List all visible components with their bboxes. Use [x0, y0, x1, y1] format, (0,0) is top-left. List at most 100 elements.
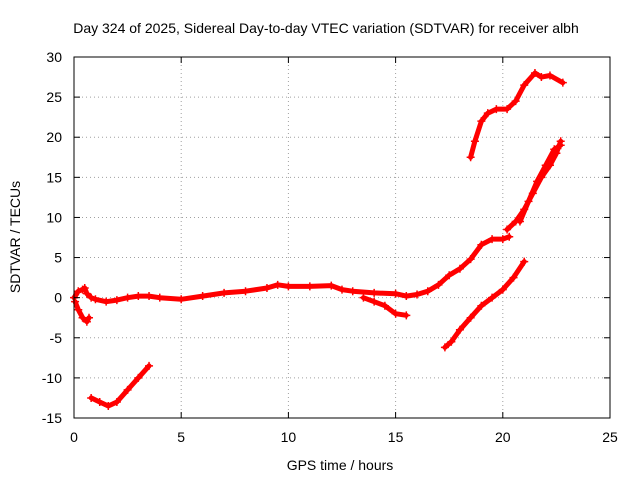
- data-point: [74, 287, 83, 296]
- data-point: [466, 255, 475, 264]
- data-point: [338, 285, 346, 294]
- data-point: [483, 109, 492, 118]
- data-point: [498, 235, 507, 244]
- y-tick-label: 5: [54, 250, 62, 266]
- axis-ticks: 0 5 10 15 20 25 -15 -10 -5 0 5 10 15 20 25 30: [42, 49, 618, 445]
- y-tick-label: 25: [46, 89, 62, 105]
- x-tick-label: 10: [281, 429, 297, 445]
- x-tick-label: 25: [602, 429, 618, 445]
- series-track-high: [466, 69, 567, 162]
- series-track-rise-b: [515, 141, 565, 226]
- data-point: [503, 105, 512, 114]
- data-point: [455, 264, 464, 273]
- data-point: [488, 293, 497, 302]
- data-point: [413, 290, 422, 299]
- data-point: [558, 78, 567, 87]
- data-point: [537, 73, 546, 82]
- grid: [74, 57, 610, 418]
- series-track-main: [70, 232, 514, 306]
- data-point: [104, 401, 113, 410]
- data-point: [123, 293, 132, 302]
- data-point: [498, 285, 507, 294]
- data-point: [85, 313, 94, 322]
- x-tick-label: 15: [388, 429, 404, 445]
- data-point: [541, 161, 550, 170]
- data-point: [305, 282, 314, 291]
- data-point: [241, 287, 250, 296]
- data-point: [112, 296, 121, 305]
- y-tick-label: -15: [42, 410, 62, 426]
- data-point: [440, 343, 449, 352]
- data-point: [402, 311, 411, 320]
- data-point: [348, 287, 357, 296]
- y-tick-label: 10: [46, 209, 62, 225]
- data-point: [220, 288, 229, 297]
- data-point: [391, 289, 400, 298]
- y-tick-label: -5: [50, 330, 63, 346]
- data-point: [445, 271, 454, 280]
- data-point: [455, 325, 464, 334]
- data-point: [87, 293, 96, 302]
- data-point: [503, 225, 512, 234]
- data-point: [134, 292, 143, 301]
- data-point: [423, 287, 432, 296]
- series-track-mid-dip: [359, 293, 411, 320]
- data-point: [177, 295, 186, 304]
- data-point: [556, 141, 565, 150]
- chart-title: Day 324 of 2025, Sidereal Day-to-day VTE…: [73, 20, 579, 36]
- data-point: [284, 282, 293, 291]
- data-point: [95, 397, 104, 406]
- y-tick-label: 15: [46, 169, 62, 185]
- series-track-rising-low: [440, 257, 529, 352]
- data-point: [477, 117, 486, 126]
- data-point: [370, 288, 379, 297]
- data-point: [470, 137, 479, 146]
- data-point: [359, 293, 368, 302]
- plot-frame: [73, 56, 611, 419]
- data-point: [466, 313, 475, 322]
- data-point: [327, 281, 336, 290]
- series-track-low: [87, 361, 154, 410]
- data-point: [402, 292, 411, 301]
- data-point: [71, 297, 80, 306]
- data-point: [515, 217, 524, 226]
- data-point: [550, 145, 559, 154]
- data-point: [492, 105, 501, 114]
- data-point: [82, 317, 91, 326]
- data-point: [530, 69, 539, 78]
- data-point: [488, 235, 497, 244]
- y-tick-label: 30: [46, 49, 62, 65]
- data-point: [545, 71, 554, 80]
- y-tick-label: -10: [42, 370, 62, 386]
- data-point: [477, 240, 486, 249]
- x-tick-label: 5: [177, 429, 185, 445]
- data-point: [511, 97, 520, 106]
- data-point: [520, 257, 529, 266]
- y-tick-label: 20: [46, 129, 62, 145]
- y-tick-label: 0: [54, 290, 62, 306]
- data-point: [74, 305, 83, 314]
- data-point: [262, 284, 271, 293]
- data-point: [434, 280, 443, 289]
- data-point: [82, 289, 91, 298]
- y-axis-label: SDTVAR / TECUs: [7, 181, 23, 293]
- data-point: [380, 301, 389, 310]
- data-point: [80, 284, 89, 293]
- data-point: [123, 385, 132, 394]
- data-point: [447, 337, 456, 346]
- data-point: [477, 301, 486, 310]
- data-point: [145, 361, 154, 370]
- data-series: [70, 69, 567, 410]
- data-point: [533, 177, 542, 186]
- series-track-start-dip: [71, 297, 94, 326]
- x-tick-label: 20: [495, 429, 511, 445]
- data-point: [370, 297, 379, 306]
- data-point: [509, 273, 518, 282]
- data-point: [391, 309, 400, 318]
- data-point: [87, 393, 96, 402]
- data-point: [505, 232, 514, 241]
- data-point: [112, 397, 121, 406]
- x-tick-label: 0: [70, 429, 78, 445]
